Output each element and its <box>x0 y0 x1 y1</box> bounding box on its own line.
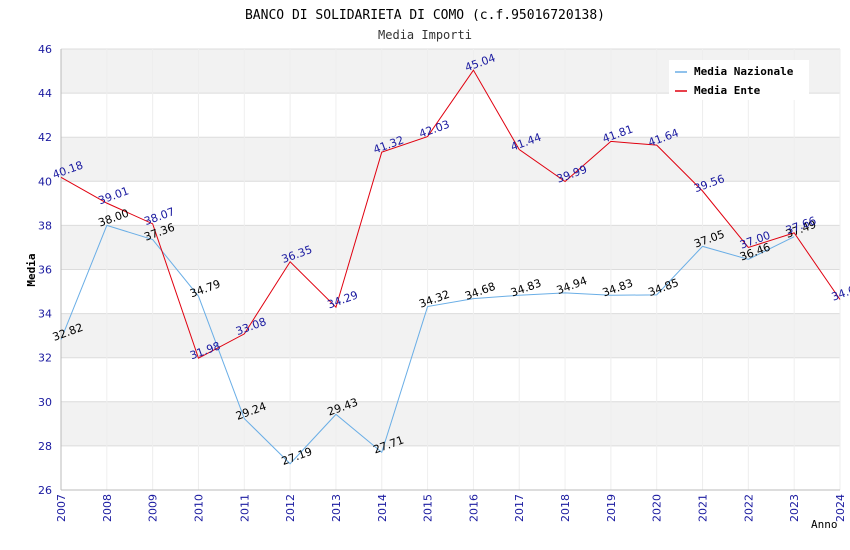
data-label-1: 34.29 <box>326 288 360 311</box>
y-tick-label: 44 <box>38 87 52 100</box>
series-line-0 <box>60 224 795 465</box>
x-tick-label: 2010 <box>192 494 205 522</box>
series-line-1 <box>60 69 841 359</box>
y-tick-label: 38 <box>38 219 52 232</box>
x-tick-label: 2020 <box>651 494 664 522</box>
y-tick-label: 32 <box>38 352 52 365</box>
legend-label-nazionale: Media Nazionale <box>694 65 794 78</box>
y-tick-label: 26 <box>38 484 52 497</box>
y-tick-label: 30 <box>38 396 52 409</box>
y-tick-label: 42 <box>38 131 52 144</box>
plot-band <box>61 225 840 270</box>
y-tick-label: 40 <box>38 175 52 188</box>
data-label-1: 39.01 <box>97 184 131 207</box>
data-label-0: 34.79 <box>188 277 222 300</box>
data-label-0: 27.19 <box>280 445 314 468</box>
y-tick-label: 28 <box>38 440 52 453</box>
y-axis-label: Media <box>25 253 38 286</box>
x-tick-label: 2011 <box>238 494 251 522</box>
x-tick-label: 2009 <box>147 494 160 522</box>
data-label-0: 34.83 <box>509 277 543 300</box>
x-tick-label: 2017 <box>513 494 526 522</box>
x-tick-label: 2016 <box>467 494 480 522</box>
plot-band <box>61 401 840 446</box>
x-axis-label: Anno <box>811 518 838 531</box>
x-tick-label: 2018 <box>559 494 572 522</box>
x-tick-label: 2024 <box>834 494 847 522</box>
legend-box <box>669 60 809 100</box>
x-tick-label: 2015 <box>422 494 435 522</box>
y-tick-label: 34 <box>38 308 52 321</box>
x-tick-label: 2021 <box>697 494 710 522</box>
x-tick-label: 2019 <box>605 494 618 522</box>
x-tick-label: 2023 <box>788 494 801 522</box>
x-tick-label: 2008 <box>101 494 114 522</box>
x-tick-label: 2013 <box>330 494 343 522</box>
data-label-0: 34.68 <box>463 280 497 303</box>
x-tick-label: 2022 <box>742 494 755 522</box>
y-tick-label: 46 <box>38 43 52 56</box>
legend-label-ente: Media Ente <box>694 84 761 97</box>
x-tick-label: 2007 <box>55 494 68 522</box>
legend: Media Nazionale Media Ente <box>669 60 809 100</box>
chart-subtitle: Media Importi <box>378 28 472 42</box>
chart-title: BANCO DI SOLIDARIETA DI COMO (c.f.950167… <box>245 8 605 23</box>
data-label-0: 34.83 <box>601 277 635 300</box>
axes: 26 28 30 32 34 36 38 40 42 44 46 2007 2008 2009 2010 20… <box>38 43 847 522</box>
data-label-0: 34.85 <box>646 276 680 299</box>
x-tick-label: 2012 <box>284 494 297 522</box>
series-lines <box>60 69 841 465</box>
data-label-0: 34.32 <box>417 288 451 311</box>
plot-band <box>61 313 840 358</box>
x-tick-label: 2014 <box>376 494 389 522</box>
y-tick-label: 36 <box>38 264 52 277</box>
plot-band <box>61 137 840 182</box>
plot-bands <box>61 49 840 446</box>
